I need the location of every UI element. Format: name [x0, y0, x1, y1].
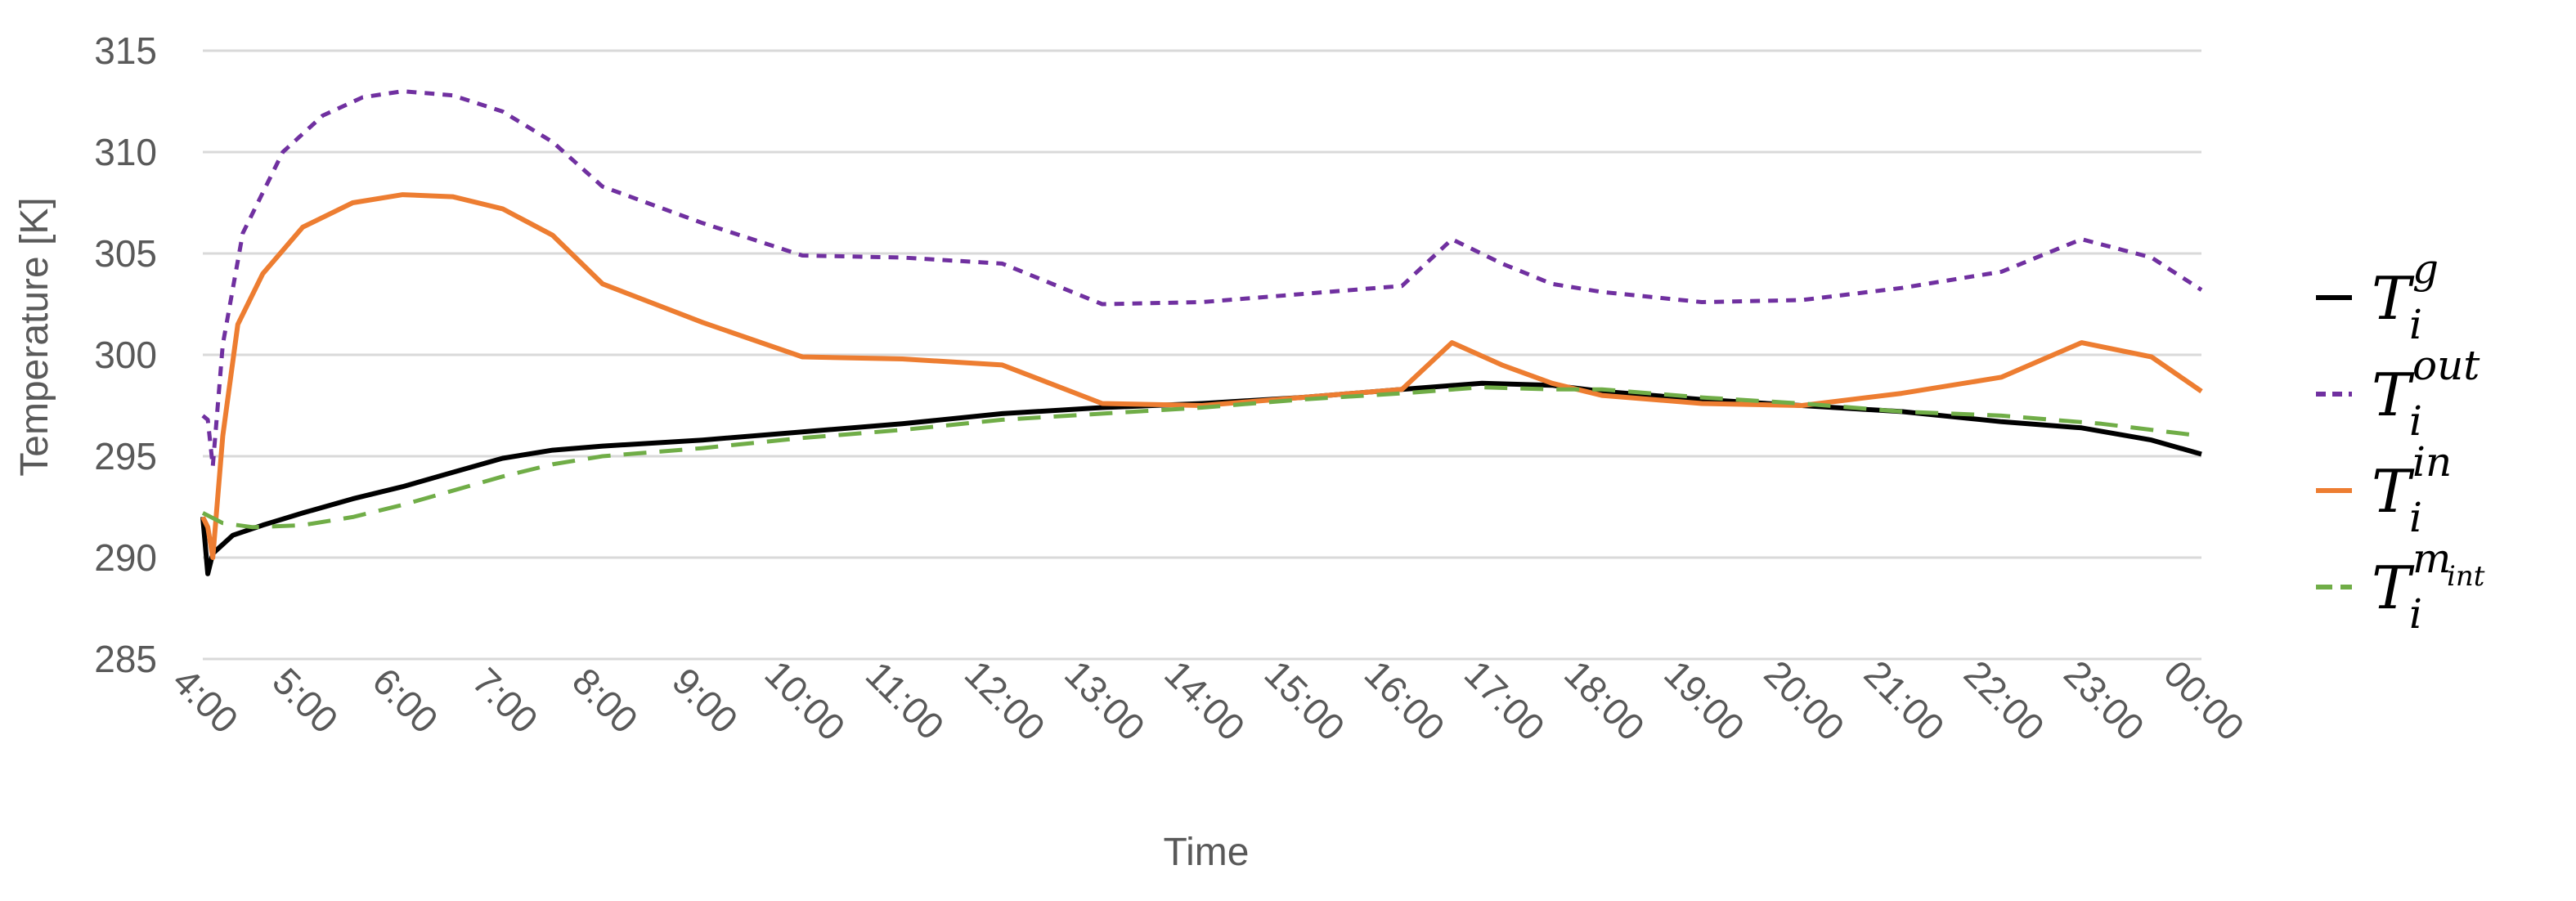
x-tick-label: 15:00 [1256, 652, 1353, 749]
y-tick-label: 310 [94, 131, 157, 173]
legend-entry: Tig [2316, 245, 2439, 348]
x-tick-label: 7:00 [464, 660, 546, 742]
legend-superscript: g [2412, 245, 2439, 293]
x-tick-label: 4:00 [164, 660, 246, 742]
legend-superscript: in [2412, 438, 2452, 486]
x-tick-label: 19:00 [1656, 652, 1752, 749]
legend-subscript: i [2409, 590, 2422, 638]
series-line-4 [201, 385, 2202, 530]
legend-subscript: i [2409, 397, 2422, 445]
legend-base: T [2372, 361, 2415, 429]
y-tick-label: 305 [94, 232, 157, 275]
legend-subscript: i [2409, 494, 2422, 541]
legend-superscript-subscript: int [2447, 560, 2485, 593]
x-tick-label: 17:00 [1456, 652, 1553, 749]
legend-base: T [2372, 264, 2415, 333]
x-tick-label: 10:00 [756, 652, 853, 749]
legend-superscript: out [2412, 342, 2480, 389]
x-tick-label: 00:00 [2156, 652, 2252, 749]
legend-base: T [2372, 554, 2415, 622]
series-line-3 [200, 192, 2203, 560]
legend-entry: Ti in [2316, 438, 2452, 541]
x-tick-label: 13:00 [1057, 652, 1153, 749]
x-axis-title: Time [1164, 831, 1250, 874]
series-lines [200, 89, 2203, 576]
legend-base: T [2372, 457, 2415, 526]
x-tick-label: 11:00 [858, 653, 953, 748]
x-tick-labels: 4:00 5:00 6:00 7:00 8:00 9:00 10:00 11:00 12:00 1… [164, 652, 2252, 749]
x-tick-label: 9:00 [664, 660, 746, 742]
x-tick-label: 22:00 [1956, 652, 2053, 749]
y-axis-title: Temperature [K] [13, 197, 56, 476]
y-tick-labels: 285 290 295 300 305 310 315 [94, 29, 157, 680]
y-tick-label: 295 [94, 435, 157, 477]
y-tick-label: 315 [94, 29, 157, 72]
y-tick-label: 290 [94, 536, 157, 579]
x-tick-label: 16:00 [1357, 652, 1453, 749]
x-tick-label: 6:00 [365, 660, 447, 742]
x-tick-label: 8:00 [564, 660, 646, 742]
x-tick-label: 20:00 [1756, 652, 1852, 749]
x-tick-label: 23:00 [2056, 652, 2152, 749]
x-tick-label: 21:00 [1856, 652, 1953, 749]
x-tick-label: 12:00 [957, 652, 1053, 749]
y-tick-label: 285 [94, 638, 157, 680]
y-tick-label: 300 [94, 334, 157, 376]
x-tick-label: 18:00 [1556, 652, 1653, 749]
gridlines [203, 49, 2201, 661]
legend-superscript: m [2412, 535, 2451, 582]
legend-subscript: i [2409, 301, 2422, 348]
x-tick-label: 14:00 [1156, 652, 1253, 749]
legend-entry: Ti out [2316, 342, 2480, 445]
x-tick-label: 5:00 [264, 660, 346, 742]
